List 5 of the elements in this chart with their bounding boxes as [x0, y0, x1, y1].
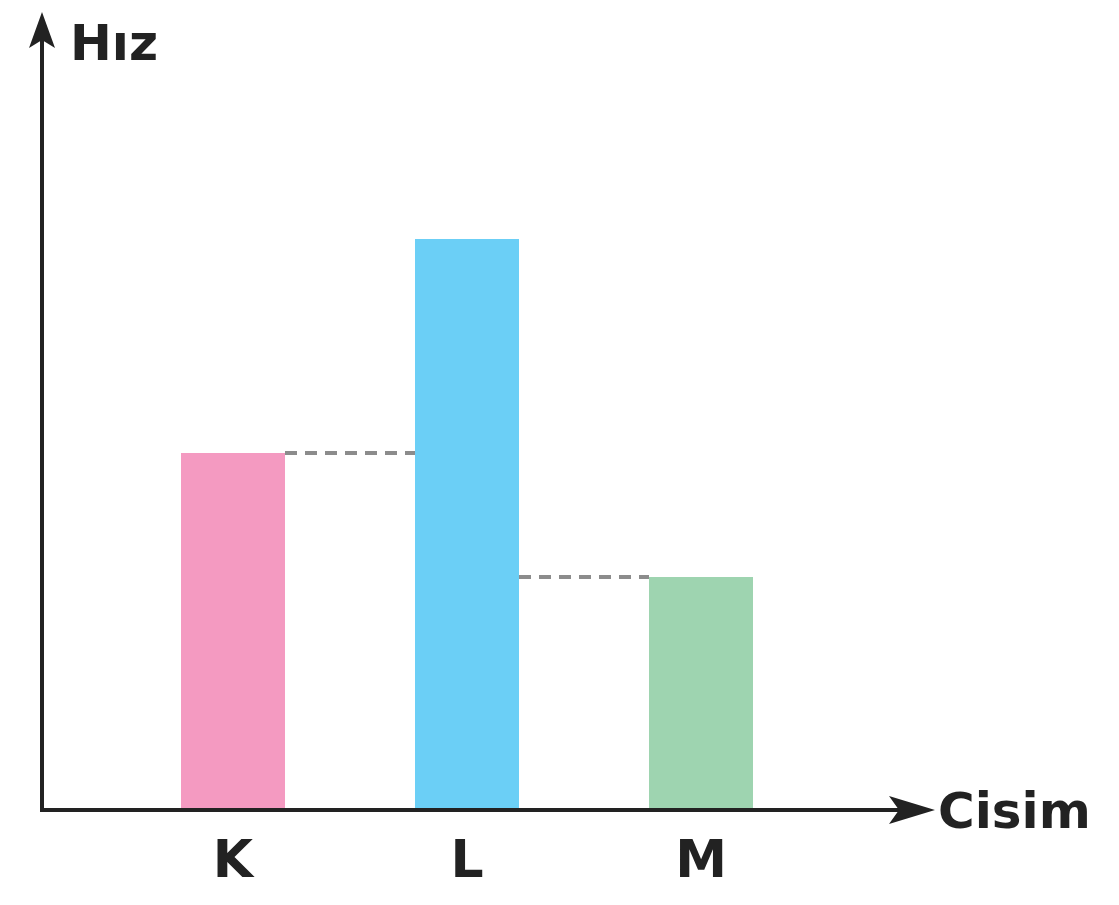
- y-axis-title: Hız: [70, 14, 159, 72]
- x-tick-label: K: [212, 828, 255, 889]
- x-tick-label: L: [450, 828, 484, 889]
- x-axis-title: Cisim: [938, 782, 1091, 840]
- x-tick-label: M: [675, 828, 727, 889]
